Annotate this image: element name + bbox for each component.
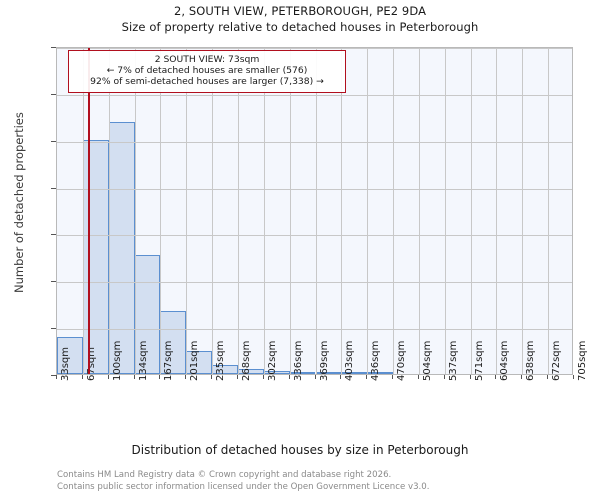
gridline-horizontal	[57, 94, 572, 96]
gridline-vertical	[341, 48, 343, 374]
x-axis-tick-mark	[366, 375, 368, 379]
footer-line-1: Contains HM Land Registry data © Crown c…	[57, 470, 392, 480]
gridline-horizontal	[57, 235, 572, 237]
gridline-vertical	[548, 48, 550, 374]
histogram-bar	[57, 337, 83, 374]
x-axis-tick-label: 504sqm	[421, 340, 433, 381]
bar-series	[57, 48, 572, 374]
gridline-horizontal	[57, 141, 572, 143]
y-axis-tick-mark	[51, 375, 56, 376]
x-axis-tick-label: 201sqm	[189, 340, 201, 381]
x-axis-tick-mark	[288, 375, 290, 379]
x-axis-tick-mark	[495, 375, 497, 379]
x-axis-tick-label: 235sqm	[215, 340, 227, 381]
x-axis-tick-mark	[314, 375, 316, 379]
x-axis-tick-mark	[417, 375, 419, 379]
x-axis-tick-mark	[573, 375, 574, 379]
x-axis-tick-label: 571sqm	[473, 340, 485, 381]
plot-area	[56, 47, 573, 375]
gridline-vertical	[263, 48, 265, 374]
x-axis-tick-label: 537sqm	[447, 340, 459, 381]
y-axis-tick-mark	[51, 187, 56, 189]
annotation-line-1: 2 SOUTH VIEW: 73sqm	[154, 54, 260, 65]
x-axis-tick-label: 100sqm	[111, 340, 123, 381]
gridline-vertical	[496, 48, 498, 374]
gridline-horizontal	[57, 329, 572, 331]
x-axis-tick-mark	[185, 375, 187, 379]
x-axis-tick-mark	[262, 375, 264, 379]
gridline-vertical	[289, 48, 291, 374]
chart-subtitle: Size of property relative to detached ho…	[121, 20, 479, 34]
gridline-vertical	[82, 48, 84, 374]
x-axis-tick-label: 134sqm	[137, 340, 149, 381]
gridline-vertical	[418, 48, 420, 374]
y-axis-tick-mark	[51, 140, 56, 142]
gridline-vertical	[522, 48, 524, 374]
property-marker-line	[87, 48, 90, 374]
gridline-vertical	[444, 48, 446, 374]
gridline-horizontal	[57, 48, 572, 49]
x-axis-tick-label: 369sqm	[318, 340, 330, 381]
gridline-horizontal	[57, 282, 572, 284]
x-axis-tick-label: 638sqm	[525, 340, 537, 381]
x-axis-tick-mark	[340, 375, 342, 379]
page-title: 2, SOUTH VIEW, PETERBOROUGH, PE2 9DA	[173, 4, 427, 18]
attribution-footer: Contains HM Land Registry data © Crown c…	[57, 470, 577, 494]
x-axis-tick-mark	[392, 375, 394, 379]
x-axis-label: Distribution of detached houses by size …	[131, 443, 469, 457]
x-axis-tick-mark	[547, 375, 549, 379]
y-axis-label: Number of detached properties	[12, 112, 26, 293]
x-axis-tick-mark	[133, 375, 135, 379]
y-axis-tick-mark	[51, 328, 56, 330]
gridline-vertical	[212, 48, 214, 374]
y-axis-tick-mark	[51, 234, 56, 236]
x-axis-tick-label: 672sqm	[551, 340, 563, 381]
x-axis-tick-mark	[211, 375, 213, 379]
y-axis-tick-mark	[51, 93, 56, 95]
annotation-line-3: 92% of semi-detached houses are larger (…	[90, 76, 324, 88]
gridline-vertical	[393, 48, 395, 374]
histogram-bar	[108, 121, 135, 374]
y-axis-tick-mark	[51, 281, 56, 283]
gridline-vertical	[108, 48, 110, 374]
gridline-vertical	[470, 48, 472, 374]
x-axis-tick-label: 604sqm	[499, 340, 511, 381]
x-axis-tick-mark	[56, 375, 57, 379]
x-axis-tick-label: 302sqm	[266, 340, 278, 381]
gridline-vertical	[186, 48, 188, 374]
gridline-vertical	[315, 48, 317, 374]
x-axis-tick-label: 167sqm	[163, 340, 175, 381]
x-axis-tick-mark	[159, 375, 161, 379]
x-axis-tick-label: 436sqm	[370, 340, 382, 381]
annotation-line-2: ← 7% of detached houses are smaller (576…	[106, 65, 308, 77]
x-axis-tick-label: 33sqm	[60, 346, 71, 381]
x-axis-tick-mark	[469, 375, 471, 379]
x-axis-tick-label: 336sqm	[292, 340, 304, 381]
gridline-vertical	[134, 48, 136, 374]
x-axis-tick-mark	[107, 375, 109, 379]
gridline-vertical	[237, 48, 239, 374]
x-axis-tick-mark	[443, 375, 445, 379]
gridline-vertical	[367, 48, 369, 374]
gridline-horizontal	[57, 188, 572, 190]
x-axis-tick-label: 403sqm	[344, 340, 356, 381]
y-axis-tick-mark	[51, 47, 56, 48]
footer-line-2: Contains public sector information licen…	[57, 481, 430, 492]
x-axis-tick-label: 268sqm	[240, 340, 252, 381]
property-annotation-box: 2 SOUTH VIEW: 73sqm ← 7% of detached hou…	[68, 50, 346, 93]
x-axis-tick-label: 470sqm	[396, 340, 408, 381]
x-axis-tick-mark	[521, 375, 523, 379]
histogram-bar	[134, 254, 161, 374]
x-axis-tick-mark	[236, 375, 238, 379]
gridline-vertical	[160, 48, 162, 374]
x-axis-tick-mark	[81, 375, 83, 379]
x-axis-tick-label: 705sqm	[577, 340, 588, 381]
histogram-bar	[82, 139, 109, 374]
